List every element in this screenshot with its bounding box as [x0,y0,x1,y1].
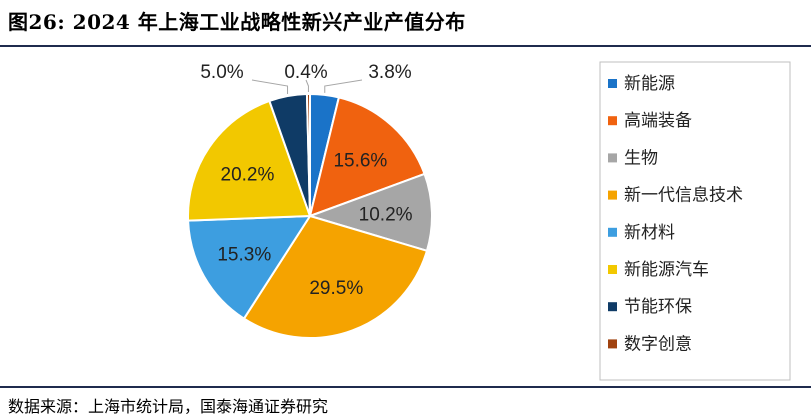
legend-swatch-6 [608,265,617,274]
legend-swatch-1 [608,79,617,88]
figure-title: 图26: 2024 年上海工业战略性新兴产业产值分布 [8,10,466,34]
leader-line-1 [324,79,363,93]
legend-swatch-3 [608,153,617,163]
pie-data-labels: 15.6% 10.2% 29.5% 15.3% 20.2% 3.8% 5.0% 0.4% [200,62,412,299]
legend-label-5: 新材料 [624,223,675,243]
data-label-4: 29.5% [309,278,363,299]
leader-line-7 [251,79,289,95]
data-label-1: 3.8% [368,62,411,83]
pie-slice-2 [308,96,426,218]
pie-slice-5 [187,214,312,320]
legend-swatch-2 [608,116,617,126]
legend-label-6: 新能源汽车 [624,260,709,280]
data-label-7: 5.0% [200,62,243,83]
legend-label-8: 数字创意 [624,334,692,354]
leader-line-8 [305,79,309,93]
legend-swatch-5 [608,227,617,237]
legend-label-7: 节能环保 [624,297,692,317]
data-label-2: 15.6% [333,151,387,172]
legend-swatch-8 [608,339,617,349]
legend-label-2: 高端装备 [624,111,692,131]
title-rule [0,45,811,47]
source-rule [0,386,811,388]
pie-slice-8 [305,92,311,217]
legend-label-4: 新一代信息技术 [624,186,743,206]
legend-label-3: 生物 [624,148,658,168]
data-label-3: 10.2% [359,205,413,226]
pie-slices [187,92,433,339]
data-label-8: 0.4% [284,62,327,83]
pie-slice-4 [242,214,429,339]
pie-chart: 15.6% 10.2% 29.5% 15.3% 20.2% 3.8% 5.0% 0.4% 新能… [187,61,791,381]
legend-swatch-7 [608,302,617,312]
pie-slice-3 [306,172,433,253]
data-label-6: 20.2% [221,164,275,185]
data-label-5: 15.3% [217,244,271,265]
legend-swatch-4 [608,190,617,200]
data-source-note: 数据来源：上海市统计局，国泰海通证券研究 [8,397,329,416]
legend-frame [599,61,791,381]
legend-label-1: 新能源 [624,74,675,94]
